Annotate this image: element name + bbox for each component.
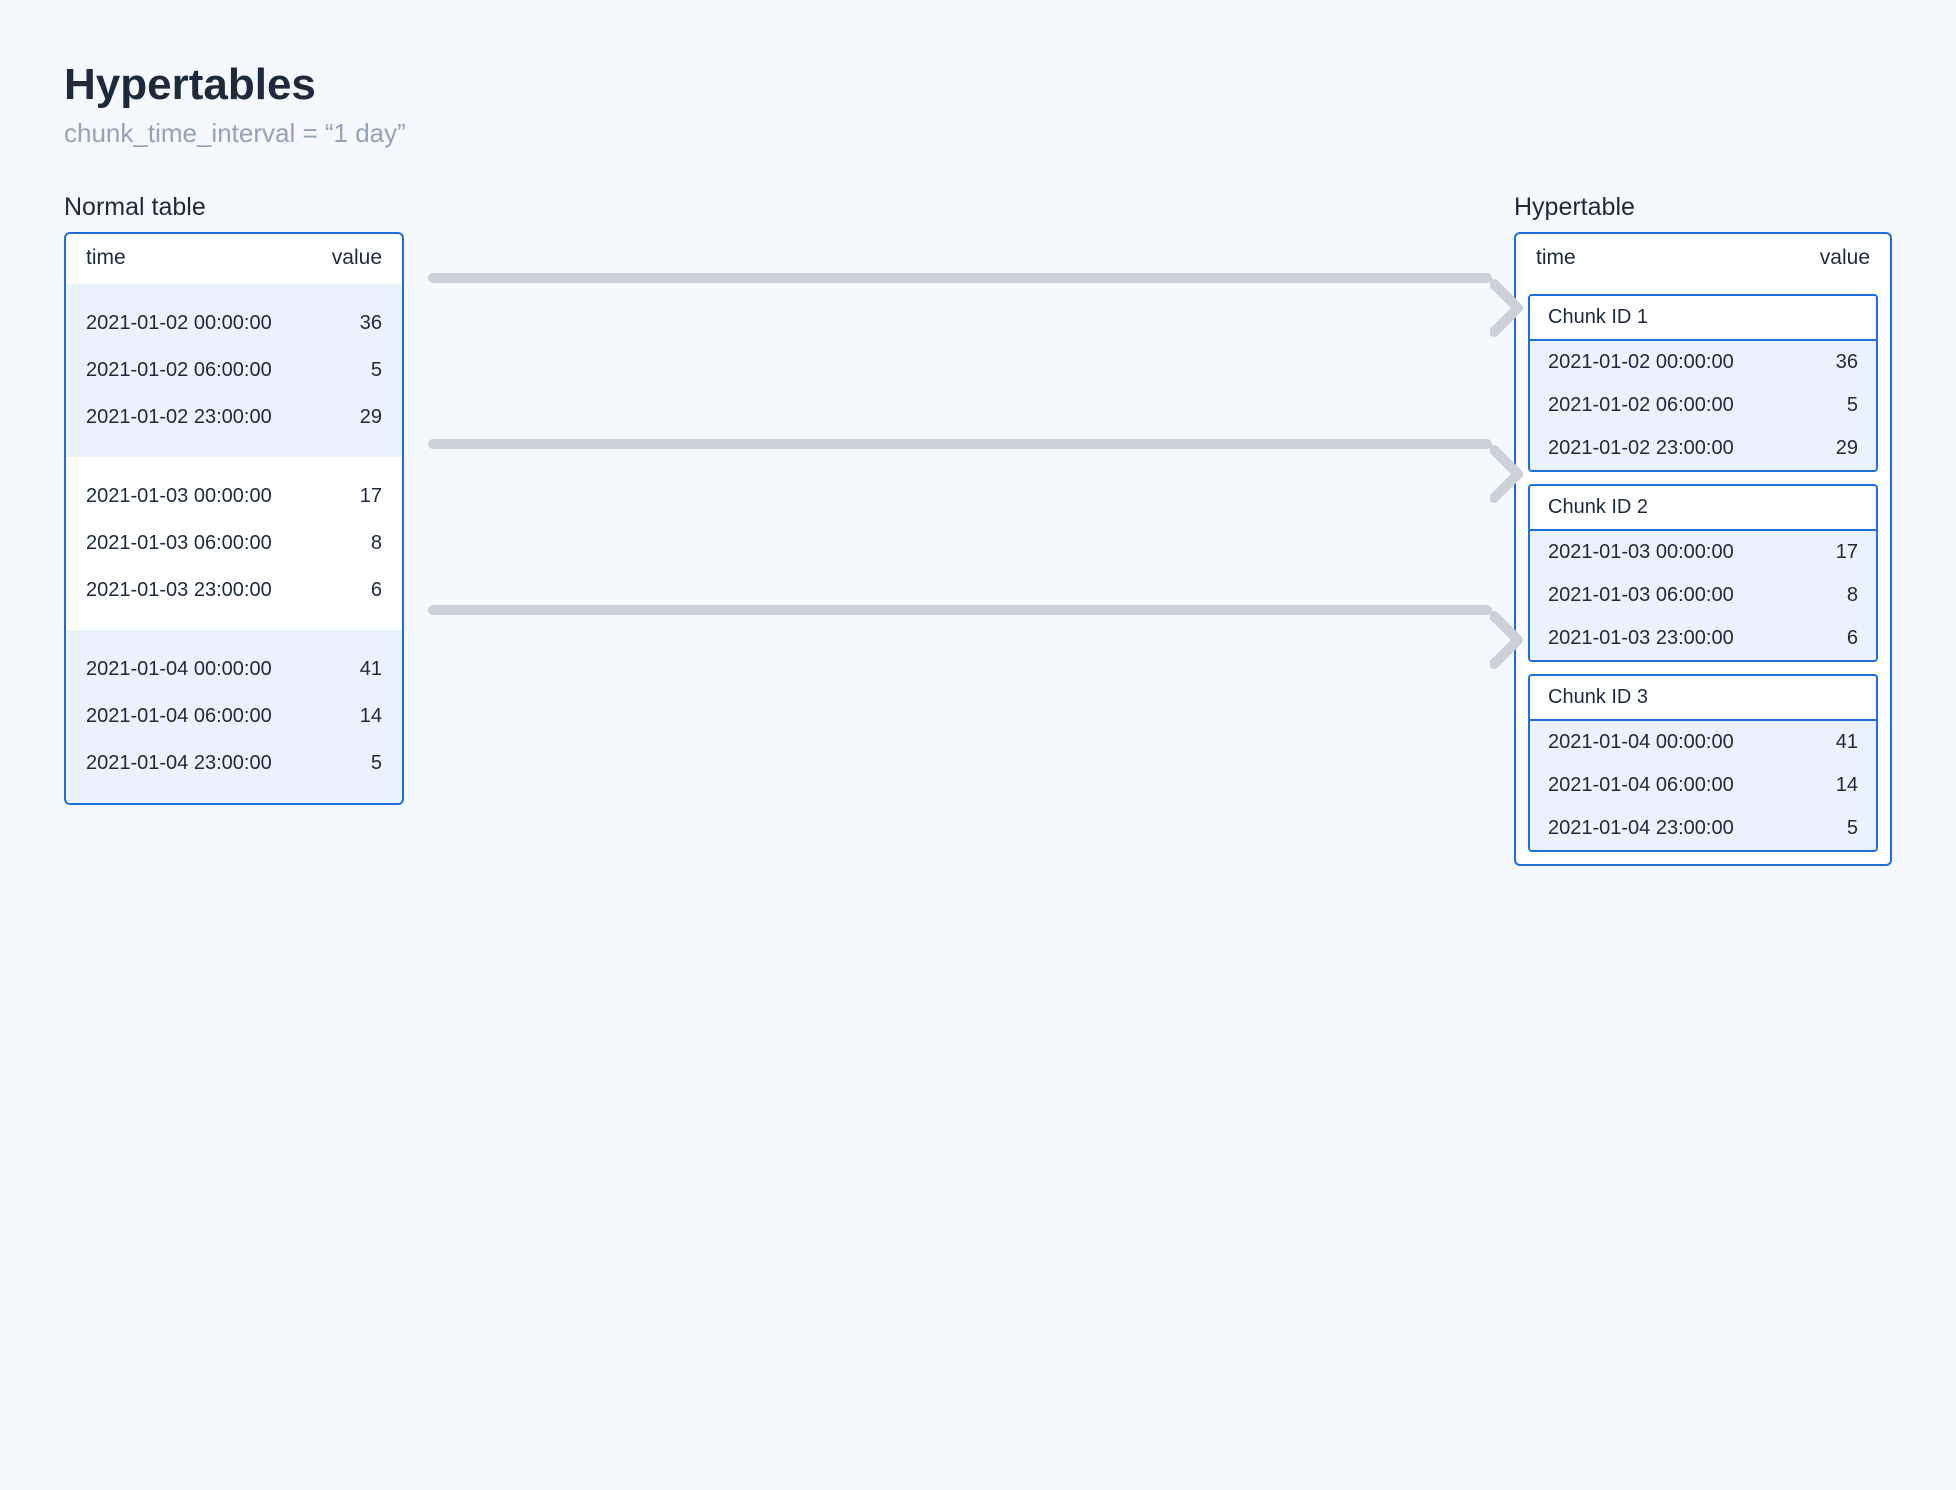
column-header-value: value — [332, 246, 382, 270]
chunk-body: 2021-01-04 00:00:00 41 2021-01-04 06:00:00… — [1530, 721, 1876, 850]
chunk-panel: Chunk ID 22021-01-03 00:00:00172021-01-0… — [1528, 484, 1878, 662]
normal-table-column: Normal table time value 2021-01-02 00:00… — [64, 193, 404, 805]
hypertable-label: Hypertable — [1514, 193, 1892, 222]
table-row: 2021-01-04 00:00:00 41 — [1530, 721, 1876, 764]
table-row: 2021-01-03 23:00:00 6 — [66, 567, 402, 614]
chunk-header: Chunk ID 3 — [1530, 676, 1876, 721]
cell-value: 6 — [1847, 627, 1858, 650]
table-row: 2021-01-03 23:00:00 6 — [1530, 617, 1876, 660]
chunk-header: Chunk ID 1 — [1530, 296, 1876, 341]
table-row: 2021-01-04 23:00:00 5 — [66, 740, 402, 787]
table-row: 2021-01-02 23:00:00 29 — [66, 394, 402, 441]
table-row: 2021-01-02 00:00:00 36 — [66, 300, 402, 347]
cell-value: 5 — [371, 359, 382, 382]
cell-time: 2021-01-04 00:00:00 — [1548, 731, 1734, 754]
chunk-body: 2021-01-03 00:00:00 17 2021-01-03 06:00:00… — [1530, 531, 1876, 660]
hypertable-column: Hypertable time value Chunk ID 12021-01-… — [1514, 193, 1892, 866]
column-header-value: value — [1820, 246, 1870, 270]
cell-time: 2021-01-02 00:00:00 — [1548, 351, 1734, 374]
cell-time: 2021-01-02 23:00:00 — [1548, 437, 1734, 460]
cell-time: 2021-01-04 00:00:00 — [86, 658, 272, 681]
cell-value: 5 — [1847, 817, 1858, 840]
cell-value: 36 — [1836, 351, 1858, 374]
cell-time: 2021-01-02 06:00:00 — [86, 359, 272, 382]
table-row: 2021-01-04 00:00:00 41 — [66, 646, 402, 693]
normal-table-label: Normal table — [64, 193, 404, 222]
chunk-panel: Chunk ID 12021-01-02 00:00:00362021-01-0… — [1528, 294, 1878, 472]
chunk-panel: Chunk ID 32021-01-04 00:00:00412021-01-0… — [1528, 674, 1878, 852]
cell-value: 8 — [1847, 584, 1858, 607]
cell-value: 8 — [371, 532, 382, 555]
table-row-group: 2021-01-02 00:00:00 36 2021-01-02 06:00:00… — [66, 284, 402, 457]
table-row: 2021-01-03 00:00:00 17 — [1530, 531, 1876, 574]
table-row: 2021-01-02 00:00:00 36 — [1530, 341, 1876, 384]
column-header-time: time — [86, 246, 126, 270]
table-row: 2021-01-02 06:00:00 5 — [1530, 384, 1876, 427]
hypertable-panel: time value Chunk ID 12021-01-02 00:00:00… — [1514, 232, 1892, 866]
arrow-icon — [428, 273, 1490, 283]
cell-time: 2021-01-02 00:00:00 — [86, 312, 272, 335]
table-row: 2021-01-04 23:00:00 5 — [1530, 807, 1876, 850]
cell-time: 2021-01-03 06:00:00 — [1548, 584, 1734, 607]
normal-table-panel: time value 2021-01-02 00:00:00362021-01-… — [64, 232, 404, 805]
cell-value: 36 — [360, 312, 382, 335]
table-row: 2021-01-04 06:00:00 14 — [66, 693, 402, 740]
cell-value: 5 — [371, 752, 382, 775]
page-subtitle: chunk_time_interval = “1 day” — [64, 118, 1892, 149]
cell-value: 17 — [360, 485, 382, 508]
table-row: 2021-01-04 06:00:00 14 — [1530, 764, 1876, 807]
cell-time: 2021-01-04 06:00:00 — [86, 705, 272, 728]
chunk-body: 2021-01-02 00:00:00 36 2021-01-02 06:00:00… — [1530, 341, 1876, 470]
table-row-group: 2021-01-03 00:00:00 17 2021-01-03 06:00:00… — [66, 457, 402, 630]
table-row: 2021-01-03 06:00:00 8 — [66, 520, 402, 567]
arrows-column — [428, 193, 1490, 615]
hypertable-header-row: time value — [1516, 234, 1890, 284]
cell-value: 29 — [1836, 437, 1858, 460]
table-row: 2021-01-03 06:00:00 8 — [1530, 574, 1876, 617]
arrow-icon — [428, 605, 1490, 615]
cell-value: 5 — [1847, 394, 1858, 417]
cell-time: 2021-01-03 06:00:00 — [86, 532, 272, 555]
cell-value: 41 — [360, 658, 382, 681]
table-row: 2021-01-03 00:00:00 17 — [66, 473, 402, 520]
cell-time: 2021-01-03 23:00:00 — [1548, 627, 1734, 650]
arrow-icon — [428, 439, 1490, 449]
cell-value: 41 — [1836, 731, 1858, 754]
cell-time: 2021-01-04 23:00:00 — [1548, 817, 1734, 840]
cell-time: 2021-01-04 06:00:00 — [1548, 774, 1734, 797]
table-row: 2021-01-02 06:00:00 5 — [66, 347, 402, 394]
cell-time: 2021-01-04 23:00:00 — [86, 752, 272, 775]
cell-time: 2021-01-02 23:00:00 — [86, 406, 272, 429]
chunk-header: Chunk ID 2 — [1530, 486, 1876, 531]
diagram-layout: Normal table time value 2021-01-02 00:00… — [64, 193, 1892, 866]
cell-value: 17 — [1836, 541, 1858, 564]
cell-time: 2021-01-03 00:00:00 — [86, 485, 272, 508]
page-title: Hypertables — [64, 60, 1892, 110]
cell-time: 2021-01-03 23:00:00 — [86, 579, 272, 602]
cell-value: 6 — [371, 579, 382, 602]
cell-value: 14 — [360, 705, 382, 728]
table-row-group: 2021-01-04 00:00:00 41 2021-01-04 06:00:00… — [66, 630, 402, 803]
column-header-time: time — [1536, 246, 1576, 270]
normal-table-header-row: time value — [66, 234, 402, 284]
cell-time: 2021-01-02 06:00:00 — [1548, 394, 1734, 417]
cell-value: 29 — [360, 406, 382, 429]
cell-time: 2021-01-03 00:00:00 — [1548, 541, 1734, 564]
cell-value: 14 — [1836, 774, 1858, 797]
table-row: 2021-01-02 23:00:00 29 — [1530, 427, 1876, 470]
